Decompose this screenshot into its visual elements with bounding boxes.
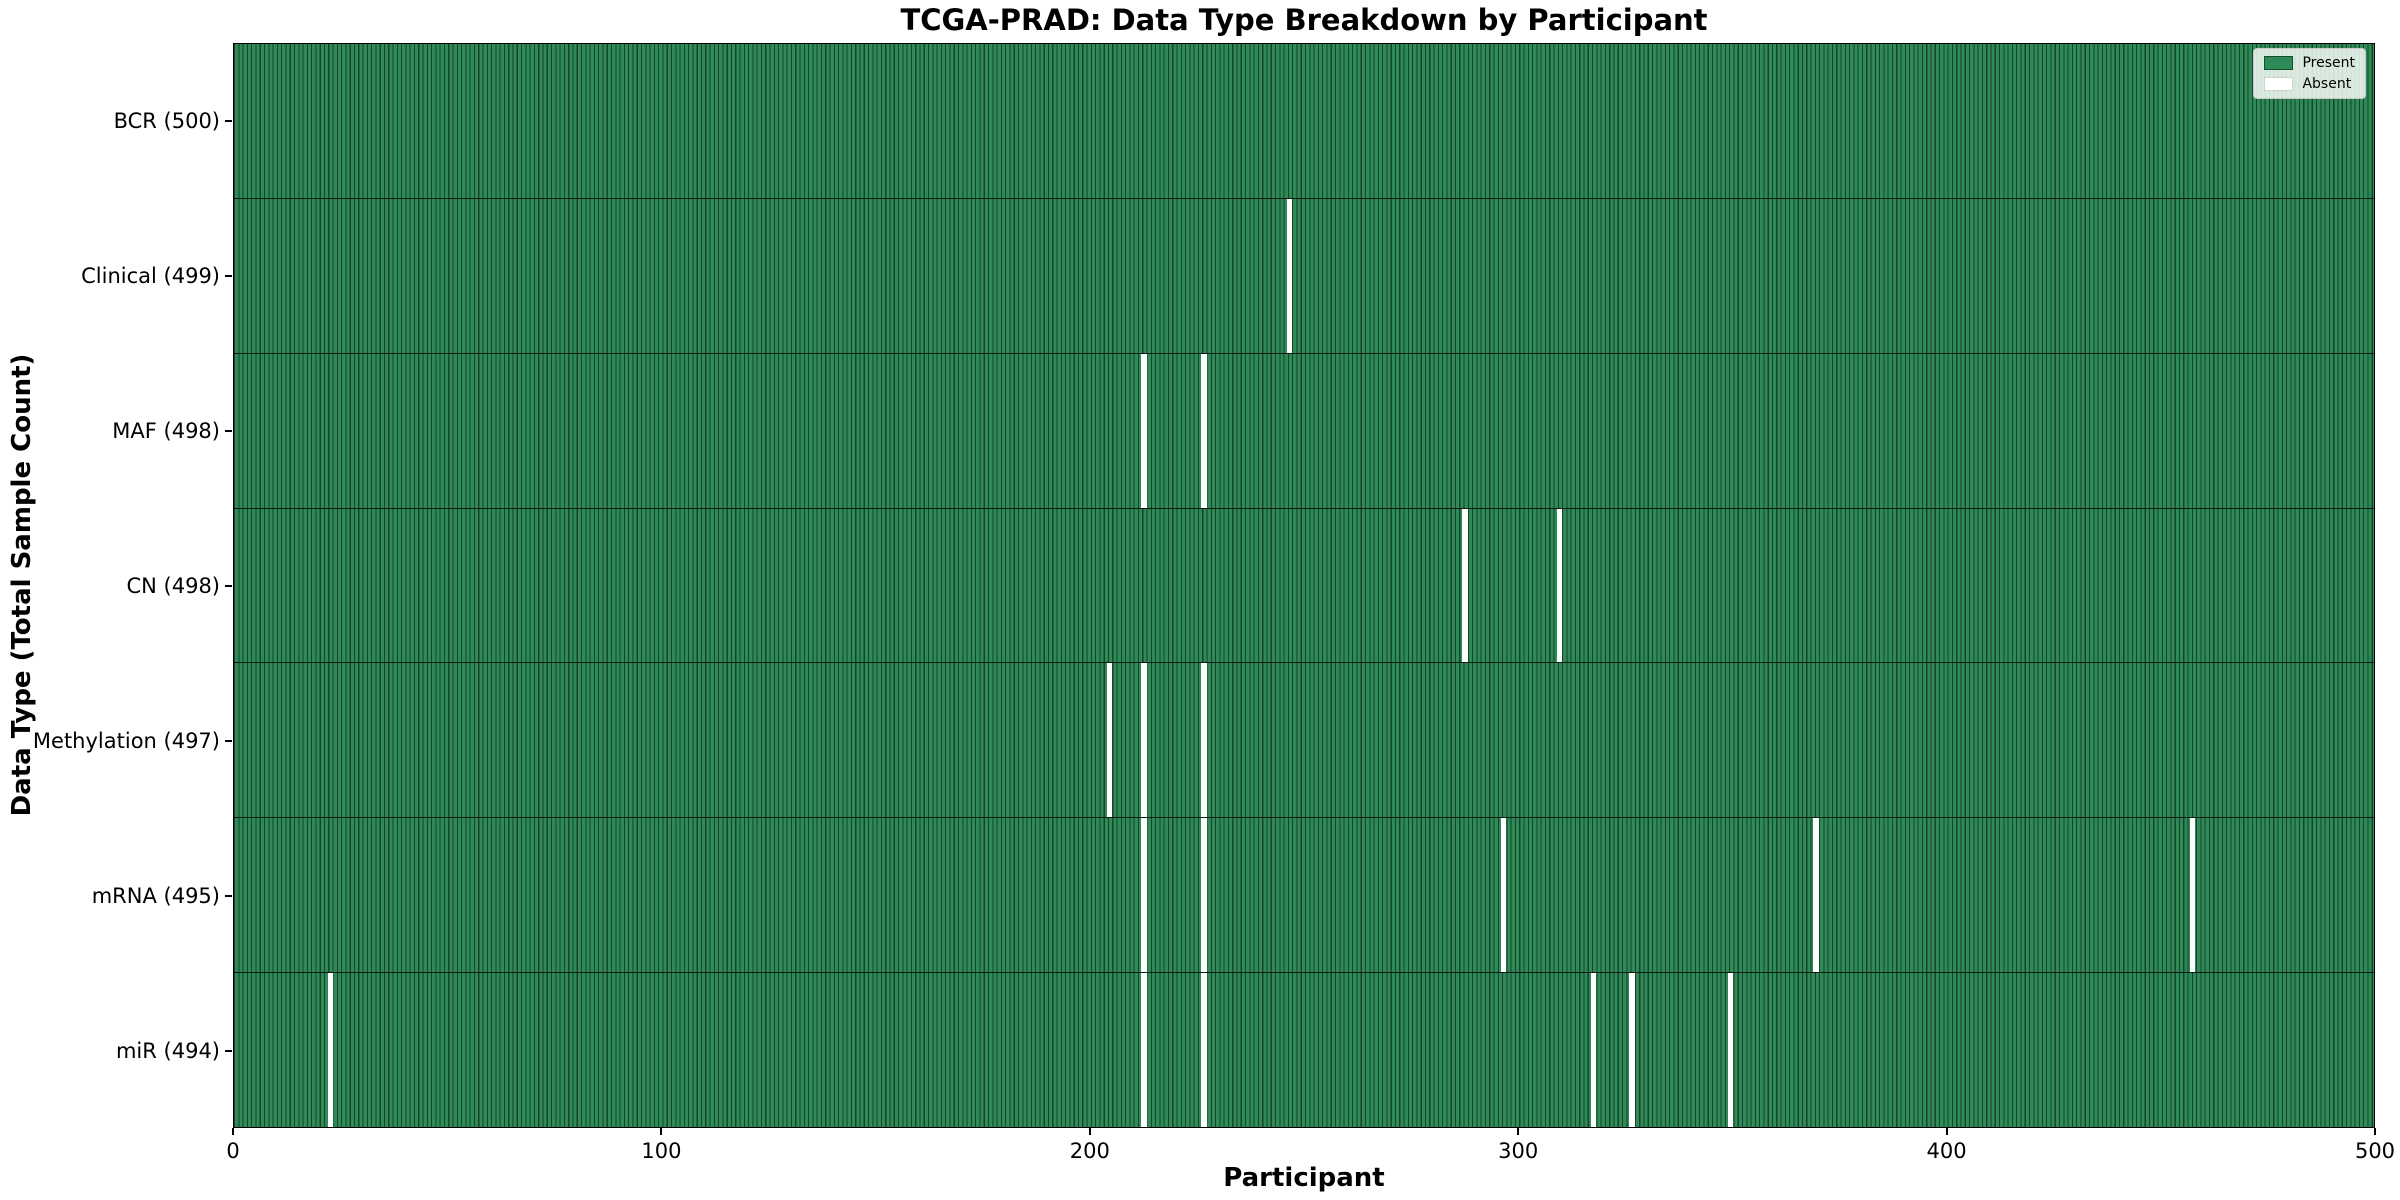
x-tick-mark-400 (1945, 1128, 1948, 1135)
legend: Present Absent (2253, 48, 2366, 99)
x-tick-mark-0 (232, 1128, 234, 1135)
y-tick-label-miR: miR (494) (115, 1038, 220, 1063)
absent-gap-mRNA-212 (1141, 818, 1147, 973)
y-tick-mark-CN (225, 584, 232, 587)
absent-gap-MAF-212 (1141, 353, 1147, 508)
absent-gap-Methylation-226 (1201, 663, 1207, 818)
plot-area: Present Absent (233, 43, 2375, 1128)
x-tick-label-100: 100 (641, 1139, 682, 1163)
x-tick-label-300: 300 (1498, 1139, 1539, 1163)
absent-gap-mRNA-457 (2189, 818, 2196, 973)
row-Methylation (234, 662, 2374, 818)
x-tick-label-0: 0 (226, 1139, 240, 1163)
y-tick-label-BCR: BCR (500) (113, 108, 220, 133)
x-axis-label: Participant (1223, 1163, 1385, 1193)
x-tick-mark-200 (1088, 1128, 1091, 1135)
x-tick-label-400: 400 (1926, 1139, 1967, 1163)
x-tick-mark-500 (2374, 1128, 2376, 1135)
absent-gap-miR-326 (1629, 973, 1635, 1128)
row-miR (234, 972, 2374, 1128)
legend-present-swatch (2264, 56, 2294, 70)
absent-gap-mRNA-226 (1201, 818, 1207, 973)
absent-gap-MAF-226 (1201, 353, 1207, 508)
y-tick-label-MAF: MAF (498) (112, 418, 220, 443)
x-tick-mark-300 (1517, 1128, 1520, 1135)
x-tick-mark-100 (660, 1128, 663, 1135)
x-tick-label-200: 200 (1069, 1139, 1110, 1163)
absent-gap-miR-22 (328, 973, 334, 1128)
legend-absent-label: Absent (2302, 76, 2352, 92)
legend-absent-swatch (2264, 77, 2294, 91)
row-CN (234, 507, 2374, 663)
y-tick-mark-BCR (225, 119, 232, 122)
absent-gap-Methylation-204 (1107, 663, 1113, 818)
absent-gap-mRNA-369 (1813, 818, 1819, 973)
y-tick-label-mRNA: mRNA (495) (91, 883, 220, 908)
row-mRNA (234, 817, 2374, 973)
y-tick-mark-mRNA (225, 894, 232, 897)
absent-gap-Methylation-212 (1141, 663, 1147, 818)
absent-gap-CN-287 (1462, 508, 1468, 663)
x-tick-label-500: 500 (2354, 1139, 2396, 1163)
legend-item-absent: Absent (2264, 76, 2355, 92)
absent-gap-Clinical-246 (1286, 198, 1293, 353)
row-MAF (234, 352, 2374, 508)
legend-item-present: Present (2264, 55, 2355, 71)
y-tick-mark-MAF (225, 429, 232, 432)
chart-title: TCGA-PRAD: Data Type Breakdown by Partic… (900, 3, 1708, 37)
absent-gap-mRNA-296 (1500, 818, 1507, 973)
absent-gap-miR-317 (1590, 973, 1597, 1128)
y-tick-mark-Methylation (225, 739, 232, 742)
absent-gap-CN-309 (1556, 508, 1562, 663)
y-tick-label-Methylation: Methylation (497) (32, 728, 220, 753)
y-tick-mark-miR (225, 1049, 232, 1052)
absent-gap-miR-226 (1201, 973, 1207, 1128)
row-BCR (234, 44, 2374, 198)
absent-gap-miR-212 (1141, 973, 1147, 1128)
y-tick-mark-Clinical (225, 274, 232, 277)
y-tick-label-CN: CN (498) (126, 573, 220, 598)
y-tick-label-Clinical: Clinical (499) (81, 263, 220, 288)
legend-present-label: Present (2302, 55, 2355, 71)
absent-gap-miR-349 (1727, 973, 1733, 1128)
row-Clinical (234, 197, 2374, 353)
